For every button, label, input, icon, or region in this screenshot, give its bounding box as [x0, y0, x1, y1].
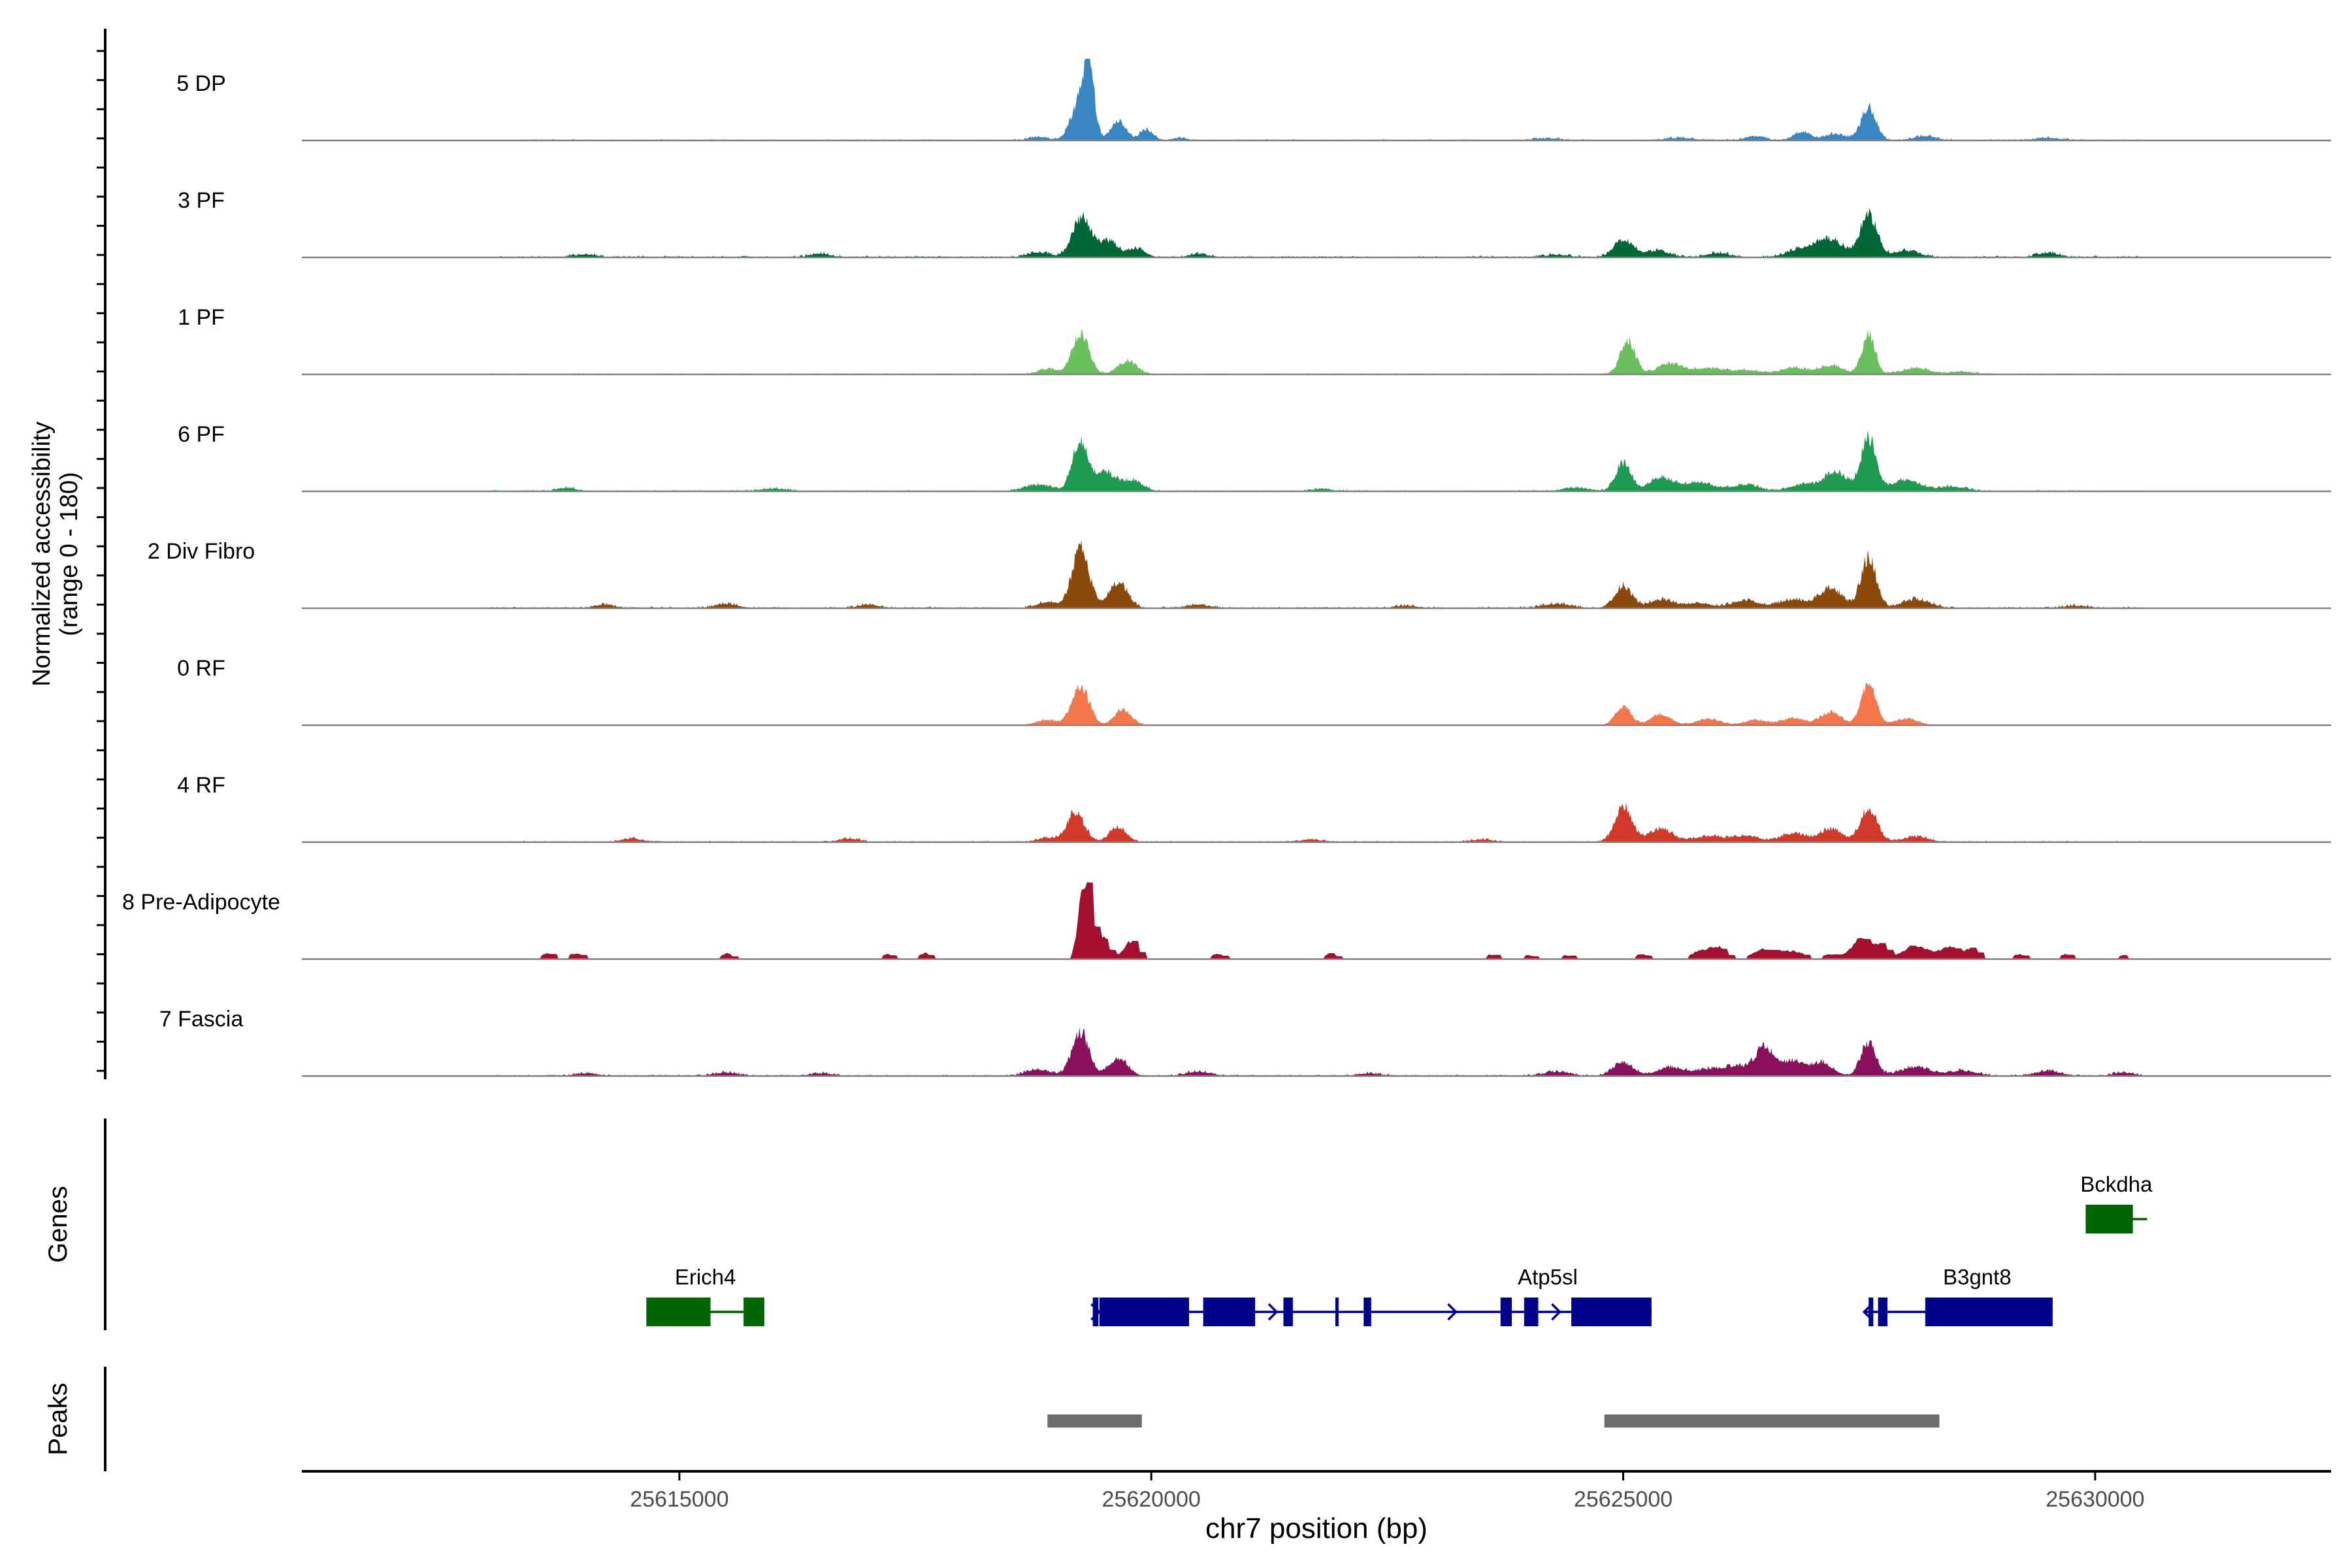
- track-7-fascia: 7 Fascia: [159, 1007, 2331, 1077]
- coverage-area: [490, 682, 2143, 725]
- gene-exon: [1524, 1298, 1539, 1326]
- track-8-pre-adipocyte: 8 Pre-Adipocyte: [122, 882, 2331, 960]
- gene-exon: [1099, 1298, 1189, 1326]
- track-1-pf: 1 PF: [178, 305, 2331, 376]
- gene-exon: [1925, 1298, 2053, 1326]
- gene-exon: [1500, 1298, 1512, 1326]
- gene-exon-small: [1092, 1298, 1099, 1326]
- strand-arrow-icon: [1090, 1303, 1101, 1321]
- gene-annotation-panel: Erich4 Atp5sl B3gnt8 Bckdha: [646, 1172, 2153, 1326]
- gene-name-label: Atp5sl: [1518, 1265, 1578, 1289]
- track-label: 2 Div Fibro: [148, 539, 255, 564]
- coverage-area: [490, 329, 2143, 374]
- gene-exon: [743, 1298, 764, 1326]
- x-tick-label: 25625000: [1574, 1487, 1673, 1512]
- gene-atp5sl: Atp5sl: [1090, 1265, 1652, 1326]
- gene-exon: [646, 1298, 711, 1326]
- track-label: 3 PF: [178, 188, 225, 213]
- coverage-tracks: 5 DP 3 PF 1 PF 6 PF 2 Div Fibro 0 RF 4 RF 8 Pre…: [122, 59, 2331, 1077]
- coverage-area: [490, 59, 2143, 140]
- gene-name-label: Erich4: [675, 1265, 736, 1289]
- track-label: 5 DP: [176, 71, 226, 96]
- coverage-area: [490, 882, 2143, 959]
- x-tick-label: 25630000: [2046, 1487, 2144, 1512]
- strand-arrow-icon: [1551, 1303, 1561, 1321]
- gene-exon-small: [1869, 1298, 1874, 1326]
- track-label: 4 RF: [177, 773, 225, 798]
- coverage-area: [490, 540, 2143, 608]
- gene-exon-small: [1335, 1298, 1339, 1326]
- peak-regions-panel: [1047, 1414, 1940, 1428]
- peak-region: [1604, 1414, 1940, 1428]
- track-3-pf: 3 PF: [178, 188, 2331, 259]
- gene-exon: [1571, 1298, 1652, 1326]
- strand-arrow-icon: [1862, 1303, 1873, 1321]
- gene-exon: [1878, 1298, 1888, 1326]
- track-label: 8 Pre-Adipocyte: [122, 890, 280, 915]
- track-4-rf: 4 RF: [177, 773, 2331, 843]
- peaks-panel-label: Peaks: [44, 1382, 73, 1455]
- gene-erich4: Erich4: [646, 1265, 764, 1326]
- gene-exon: [1203, 1298, 1256, 1326]
- track-label: 6 PF: [178, 422, 225, 447]
- gene-b3gnt8: B3gnt8: [1862, 1265, 2053, 1326]
- genes-panel-label: Genes: [44, 1186, 73, 1263]
- track-label: 0 RF: [177, 656, 225, 681]
- y-axis-ticks: [97, 50, 105, 1072]
- coverage-area: [490, 802, 2143, 842]
- strand-arrow-icon: [1267, 1303, 1279, 1321]
- x-tick-label: 25620000: [1102, 1487, 1201, 1512]
- coverage-area: [490, 208, 2143, 257]
- track-label: 7 Fascia: [159, 1007, 244, 1032]
- gene-name-label: B3gnt8: [1943, 1265, 2012, 1289]
- gene-exon: [1283, 1298, 1293, 1326]
- y-axis-label-line2: (range 0 - 180): [56, 472, 83, 636]
- x-axis-ticks: 25615000 25620000 25625000 25630000: [630, 1471, 2144, 1512]
- peak-region: [1047, 1414, 1142, 1428]
- gene-name-label: Bckdha: [2080, 1172, 2153, 1196]
- track-label: 1 PF: [178, 305, 225, 330]
- x-axis-title: chr7 position (bp): [1205, 1512, 1428, 1544]
- y-axis-label-line1: Normalized accessibility: [28, 421, 56, 686]
- strand-arrow-icon: [1447, 1303, 1458, 1321]
- coverage-area: [490, 431, 2143, 491]
- track-6-pf: 6 PF: [178, 422, 2331, 493]
- x-tick-label: 25615000: [630, 1487, 728, 1512]
- gene-exon: [2085, 1205, 2133, 1233]
- track-2-div-fibro: 2 Div Fibro: [148, 539, 2331, 610]
- track-5-dp: 5 DP: [176, 59, 2331, 142]
- track-0-rf: 0 RF: [177, 656, 2331, 727]
- gene-bckdha: Bckdha: [2080, 1172, 2153, 1233]
- gene-exon: [1364, 1298, 1371, 1326]
- coverage-area: [490, 1027, 2143, 1076]
